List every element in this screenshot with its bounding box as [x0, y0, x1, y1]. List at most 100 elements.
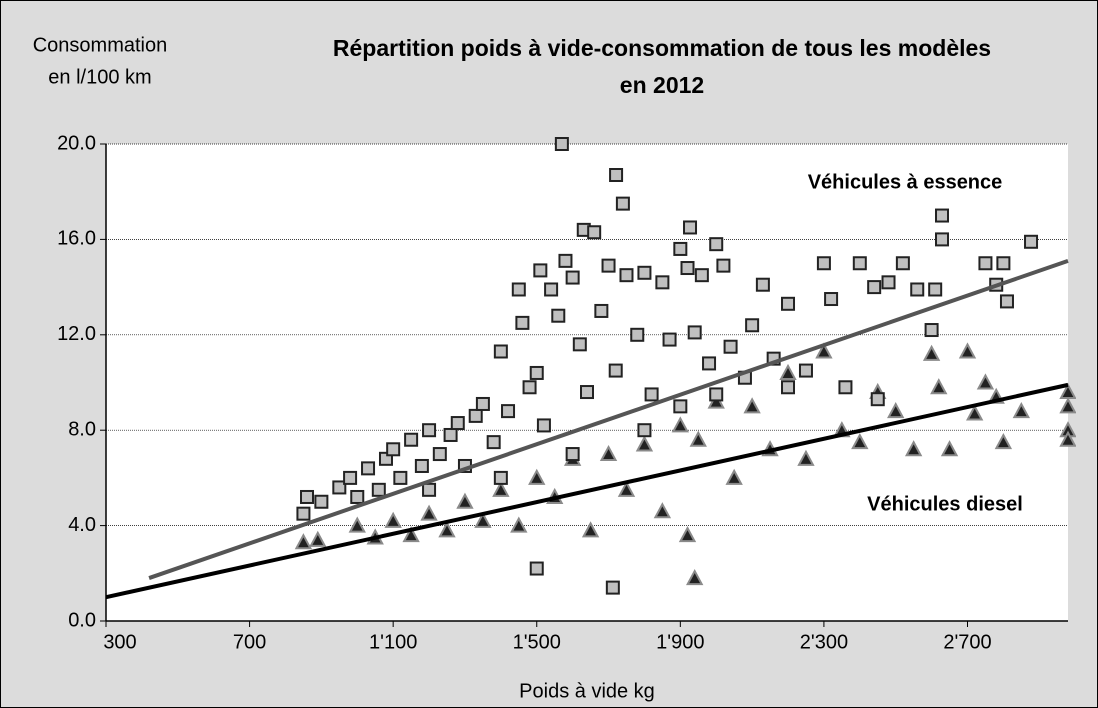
points [294, 137, 1076, 595]
annotation: Véhicules diesel [867, 493, 1023, 515]
point [486, 435, 501, 450]
point [529, 561, 544, 576]
point [662, 332, 677, 347]
point [678, 526, 697, 543]
point [565, 270, 580, 285]
point [838, 380, 853, 395]
point [635, 435, 654, 452]
point [343, 470, 358, 485]
point [996, 256, 1011, 271]
point [686, 568, 704, 586]
point [683, 220, 698, 235]
point [781, 296, 796, 311]
y-axis-label: en l/100 km [48, 66, 151, 88]
x-tick-label: 1'900 [656, 631, 704, 653]
point [743, 397, 761, 414]
point [644, 387, 659, 402]
point [529, 365, 544, 380]
point [456, 492, 474, 509]
point [475, 396, 490, 411]
point [533, 263, 548, 278]
point [1059, 397, 1076, 414]
point [895, 256, 910, 271]
point [924, 323, 939, 338]
point [680, 261, 695, 276]
point [653, 502, 672, 519]
y-tick-label: 12.0 [57, 323, 96, 345]
point [1059, 430, 1076, 447]
x-tick-label: 300 [103, 631, 136, 653]
point [870, 392, 885, 407]
point [420, 504, 438, 521]
point [709, 237, 724, 252]
point [965, 404, 984, 421]
point [384, 511, 402, 528]
point [572, 337, 587, 352]
point [655, 275, 670, 290]
point [594, 303, 609, 318]
point [673, 399, 688, 414]
point [816, 256, 831, 271]
point [630, 327, 645, 342]
point [528, 468, 546, 485]
point [673, 241, 688, 256]
point [928, 282, 943, 297]
point [309, 530, 327, 547]
point [999, 294, 1014, 309]
point [601, 258, 616, 273]
point [450, 416, 465, 431]
point [852, 256, 867, 271]
point [350, 489, 365, 504]
trend-line [148, 258, 1069, 580]
y-axis-label: Consommation [33, 34, 168, 56]
point [815, 342, 833, 359]
point [544, 282, 559, 297]
x-tick-label: 700 [233, 631, 266, 653]
point [725, 468, 743, 485]
point [867, 280, 882, 295]
point [551, 308, 566, 323]
x-tick-label: 2'700 [943, 631, 991, 653]
y-tick-label: 8.0 [68, 418, 96, 440]
point [605, 580, 620, 595]
point [438, 521, 456, 538]
point [723, 339, 738, 354]
point [402, 526, 420, 543]
point [851, 433, 869, 450]
point [779, 363, 797, 380]
point [935, 208, 950, 223]
point [580, 385, 594, 400]
y-tick-label: 16.0 [57, 228, 96, 250]
point [581, 521, 600, 538]
point [797, 449, 815, 466]
point [1024, 234, 1039, 249]
point [314, 494, 329, 509]
point [904, 440, 923, 457]
point [1012, 402, 1031, 419]
point [386, 442, 401, 457]
point [565, 447, 580, 462]
point [515, 315, 530, 330]
x-axis-label: Poids à vide kg [519, 680, 655, 702]
y-tick-label: 20.0 [57, 132, 96, 154]
point [609, 168, 624, 183]
point [348, 516, 366, 533]
trend-line [105, 382, 1069, 600]
point [493, 470, 508, 485]
point [296, 506, 311, 521]
point [671, 416, 690, 433]
point [619, 268, 634, 283]
y-tick-label: 4.0 [68, 514, 96, 536]
point [474, 511, 492, 528]
point [930, 378, 948, 395]
x-tick-label: 2'300 [800, 631, 848, 653]
point [637, 265, 652, 280]
point [940, 440, 959, 457]
point [958, 342, 977, 359]
point [492, 480, 510, 497]
point [558, 253, 573, 268]
point [393, 470, 408, 485]
point [501, 404, 516, 419]
point [824, 292, 839, 307]
point [922, 344, 941, 361]
